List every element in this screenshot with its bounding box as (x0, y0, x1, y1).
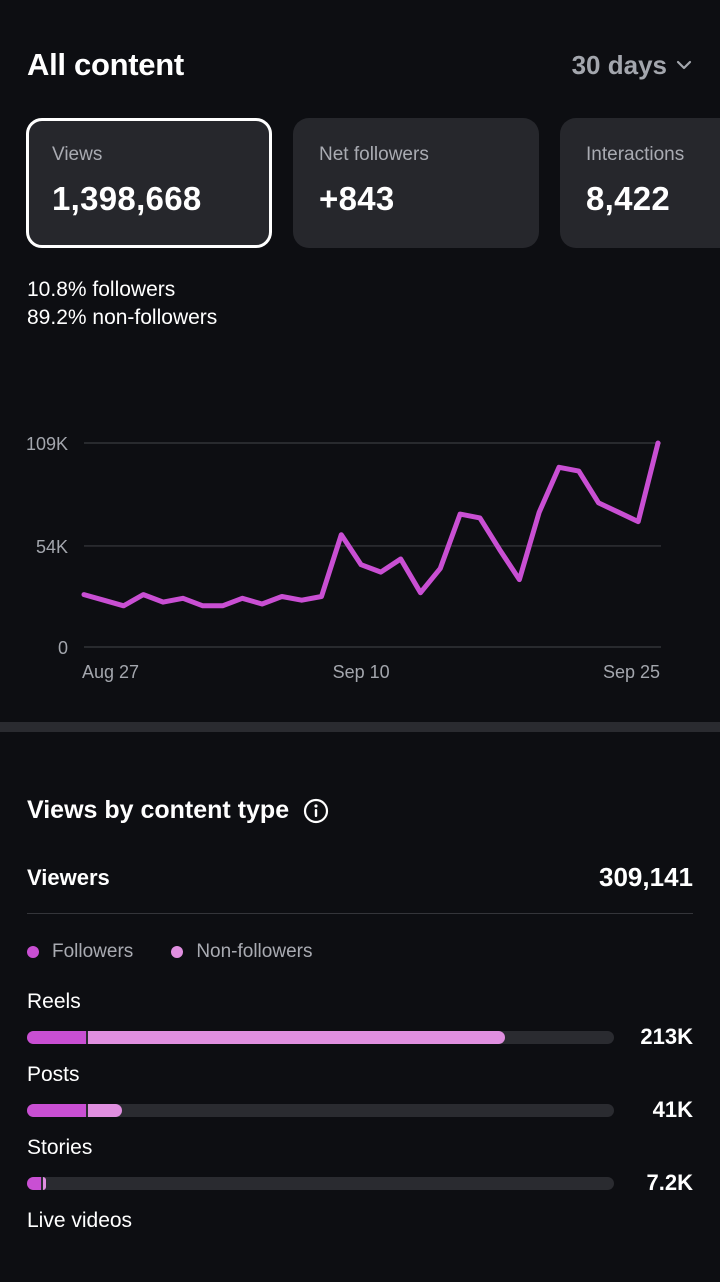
bar-followers-segment (27, 1104, 86, 1117)
non-followers-share-label: non-followers (92, 306, 218, 329)
content-type-value: 213K (640, 1024, 693, 1049)
metric-card-interactions[interactable]: Interactions 8,422 (560, 118, 720, 248)
info-icon[interactable] (303, 798, 329, 824)
content-type-row-reels: Reels 213K (27, 990, 693, 1063)
content-type-label: Stories (27, 1136, 93, 1159)
legend-item-followers: Followers (27, 941, 133, 963)
y-tick-label: 54K (36, 537, 68, 557)
content-type-list: Reels 213K Posts 41K Stories 7.2K Live v… (27, 990, 693, 1282)
bar-followers-segment (27, 1031, 86, 1044)
bar-non-followers-segment (87, 1104, 123, 1117)
content-type-bar (27, 1177, 614, 1190)
x-tick-label: Sep 10 (333, 662, 390, 682)
metric-card-net-followers[interactable]: Net followers +843 (293, 118, 539, 248)
followers-share-label: followers (92, 278, 176, 301)
metric-card-value: 1,398,668 (52, 180, 202, 217)
non-followers-percent: 89.2% (27, 306, 87, 329)
followers-share: 10.8% followers (27, 276, 217, 304)
date-range-label: 30 days (571, 49, 667, 80)
legend-label: Followers (52, 941, 134, 962)
legend-dot-followers (27, 946, 39, 958)
viewers-value: 309,141 (599, 862, 693, 892)
page-title: All content (27, 47, 184, 82)
metric-card-label: Net followers (319, 144, 429, 165)
content-type-label: Reels (27, 990, 81, 1013)
content-type-row-live-videos: Live videos (27, 1209, 693, 1282)
metric-card-views[interactable]: Views 1,398,668 (26, 118, 272, 248)
divider (27, 913, 693, 914)
x-tick-label: Sep 25 (603, 662, 660, 682)
chevron-down-icon (676, 60, 692, 70)
content-type-bar (27, 1031, 614, 1044)
y-tick-label: 0 (58, 638, 68, 658)
metric-card-value: 8,422 (586, 180, 671, 217)
metric-card-label: Views (52, 144, 103, 165)
content-type-label: Live videos (27, 1209, 133, 1232)
section-divider (0, 722, 720, 732)
x-tick-label: Aug 27 (82, 662, 139, 682)
views-line-chart: 0 54K 109K Aug 27 Sep 10 Sep 25 (26, 434, 661, 682)
section-title: Views by content type (27, 796, 329, 825)
bar-non-followers-segment (43, 1177, 46, 1190)
viewers-label: Viewers (27, 864, 110, 890)
metric-card-label: Interactions (586, 144, 685, 165)
section-title-text: Views by content type (27, 796, 290, 824)
non-followers-share: 89.2% non-followers (27, 304, 217, 332)
header: All content 30 days (27, 40, 693, 90)
date-range-dropdown[interactable]: 30 days (572, 50, 693, 81)
content-type-label: Posts (27, 1063, 80, 1086)
metric-card-value: +843 (319, 180, 395, 217)
content-type-value: 7.2K (646, 1170, 693, 1195)
metric-cards: Views 1,398,668 Net followers +843 Inter… (26, 118, 720, 248)
content-type-row-stories: Stories 7.2K (27, 1136, 693, 1209)
viewers-row: Viewers 309,141 (27, 862, 693, 893)
legend-label: Non-followers (196, 941, 313, 962)
content-type-row-posts: Posts 41K (27, 1063, 693, 1136)
content-type-value: 41K (652, 1097, 693, 1122)
legend: Followers Non-followers (27, 941, 312, 963)
bar-followers-segment (27, 1177, 42, 1190)
followers-percent: 10.8% (27, 278, 87, 301)
legend-item-non-followers: Non-followers (171, 941, 312, 963)
bar-non-followers-segment (87, 1031, 506, 1044)
y-tick-label: 109K (26, 434, 68, 454)
content-type-bar (27, 1104, 614, 1117)
series-line-views (81, 440, 661, 609)
legend-dot-non-followers (171, 946, 184, 958)
audience-split: 10.8% followers 89.2% non-followers (27, 276, 217, 332)
